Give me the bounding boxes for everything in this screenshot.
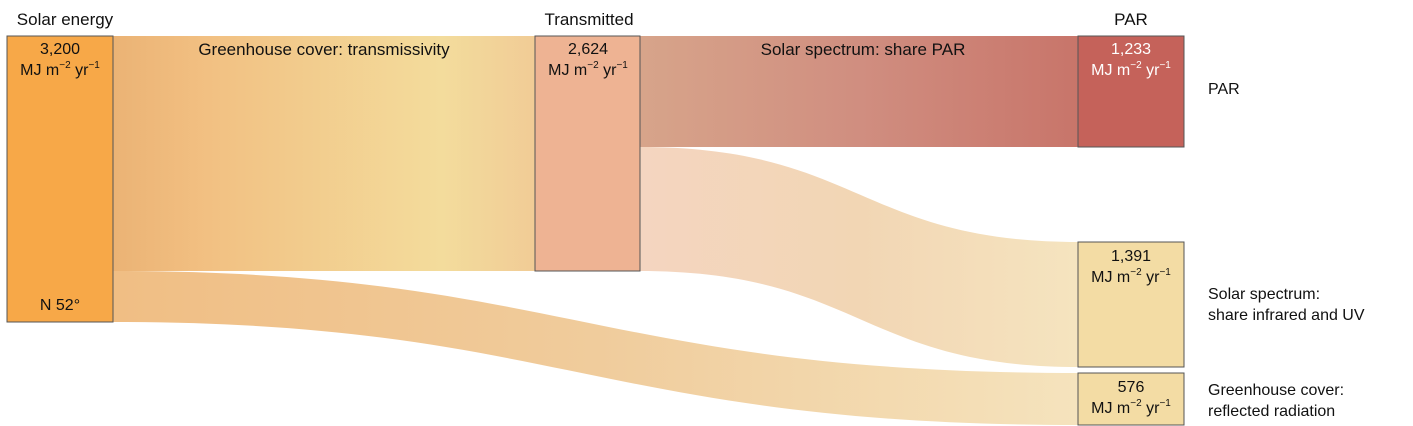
unit-mid: yr (1142, 269, 1160, 286)
side-label-reflected-line2: reflected radiation (1208, 403, 1335, 420)
unit-prefix: MJ m (20, 62, 59, 79)
node-reflected (1077, 372, 1185, 426)
solar-value: 3,200 (40, 41, 80, 58)
unit-exp-yr: −1 (1159, 398, 1171, 409)
unit-exp-yr: −1 (1159, 60, 1171, 71)
node-transmitted (534, 35, 641, 272)
unit-exp-m: −2 (1130, 267, 1142, 278)
flow-solar-to-reflected (113, 271, 1079, 425)
reflected-unit: MJ m−2 yr−1 (1091, 398, 1171, 417)
unit-mid: yr (1142, 62, 1160, 79)
node-ir-uv (1077, 241, 1185, 368)
transmitted-unit: MJ m−2 yr−1 (548, 60, 628, 79)
ir-uv-value: 1,391 (1111, 248, 1151, 265)
flow-label-transmissivity: Greenhouse cover: transmissivity (198, 40, 450, 59)
flow-label-share-par: Solar spectrum: share PAR (761, 40, 966, 59)
node-solar-energy (6, 35, 114, 323)
reflected-value: 576 (1118, 379, 1145, 396)
unit-exp-m: −2 (1130, 60, 1142, 71)
flow-transmitted-to-par (639, 36, 1079, 147)
unit-exp-m: −2 (59, 60, 71, 71)
side-label-ir-uv-line2: share infrared and UV (1208, 307, 1365, 324)
unit-mid: yr (1142, 400, 1160, 417)
side-label-reflected-line1: Greenhouse cover: (1208, 382, 1344, 399)
solar-unit: MJ m−2 yr−1 (20, 60, 100, 79)
unit-exp-yr: −1 (616, 60, 628, 71)
column-title-transmitted: Transmitted (544, 10, 633, 29)
side-label-ir-uv-line1: Solar spectrum: (1208, 286, 1320, 303)
transmitted-value: 2,624 (568, 41, 608, 58)
unit-prefix: MJ m (1091, 62, 1130, 79)
node-par (1077, 35, 1185, 148)
solar-location: N 52° (40, 297, 80, 314)
unit-exp-m: −2 (1130, 398, 1142, 409)
side-label-par: PAR (1208, 81, 1240, 98)
unit-prefix: MJ m (548, 62, 587, 79)
unit-exp-yr: −1 (88, 60, 100, 71)
par-unit: MJ m−2 yr−1 (1091, 60, 1171, 79)
unit-prefix: MJ m (1091, 400, 1130, 417)
unit-mid: yr (599, 62, 617, 79)
column-title-par: PAR (1114, 10, 1148, 29)
flow-transmitted-to-ir-uv (639, 147, 1079, 367)
unit-mid: yr (71, 62, 89, 79)
column-title-solar-energy: Solar energy (17, 10, 114, 29)
flow-solar-to-transmitted (113, 36, 536, 271)
unit-exp-yr: −1 (1159, 267, 1171, 278)
par-value: 1,233 (1111, 41, 1151, 58)
unit-prefix: MJ m (1091, 269, 1130, 286)
unit-exp-m: −2 (587, 60, 599, 71)
ir-uv-unit: MJ m−2 yr−1 (1091, 267, 1171, 286)
